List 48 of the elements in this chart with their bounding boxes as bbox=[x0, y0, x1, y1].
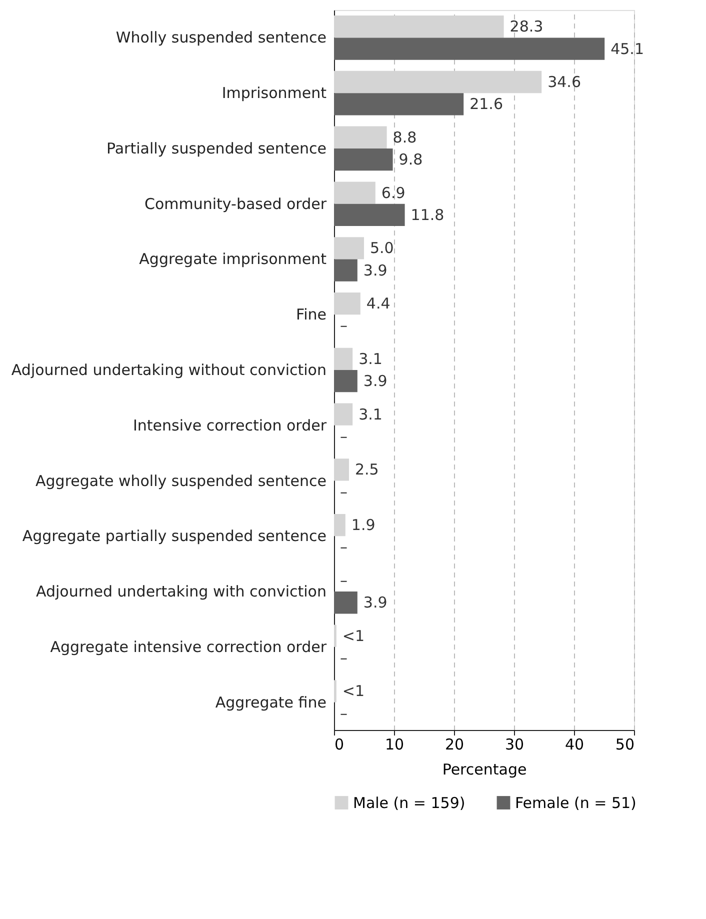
y-tick-label: Adjourned undertaking with conviction bbox=[36, 582, 326, 601]
data-label: 6.9 bbox=[381, 184, 406, 202]
data-label: 3.9 bbox=[363, 372, 388, 390]
y-tick-label: Community-based order bbox=[144, 194, 328, 213]
y-tick-label: Partially suspended sentence bbox=[106, 139, 326, 158]
y-tick-label: Aggregate wholly suspended sentence bbox=[36, 472, 326, 490]
data-label: 3.1 bbox=[358, 405, 382, 424]
y-tick-label: Aggregate partially suspended sentence bbox=[22, 527, 326, 546]
data-label: – bbox=[340, 649, 348, 667]
data-label: 28.3 bbox=[510, 18, 544, 36]
y-tick-label: Aggregate fine bbox=[215, 693, 326, 712]
legend-label: Male (n = 159) bbox=[353, 794, 466, 812]
data-label: <1 bbox=[342, 626, 365, 645]
x-axis-title: Percentage bbox=[442, 760, 527, 778]
data-label: 1.9 bbox=[351, 516, 376, 534]
data-label: – bbox=[340, 704, 348, 722]
data-label: 3.9 bbox=[363, 261, 388, 280]
data-label: 3.9 bbox=[363, 594, 388, 612]
y-tick-label: Adjourned undertaking without conviction bbox=[11, 361, 326, 379]
data-label: 45.1 bbox=[610, 40, 644, 58]
data-label: 11.8 bbox=[410, 206, 444, 224]
x-tick-label: 30 bbox=[504, 736, 524, 754]
data-label: 4.4 bbox=[366, 294, 390, 313]
x-tick-label: 10 bbox=[384, 736, 404, 754]
data-label: – bbox=[340, 427, 348, 446]
x-tick-label: 50 bbox=[615, 736, 634, 754]
y-tick-label: Aggregate intensive correction order bbox=[50, 638, 328, 656]
y-tick-label: Intensive correction order bbox=[132, 416, 328, 434]
y-tick-label: Wholly suspended sentence bbox=[116, 28, 326, 47]
x-tick-label: 40 bbox=[564, 736, 584, 754]
data-label: 34.6 bbox=[548, 73, 582, 91]
x-tick-label: 20 bbox=[444, 736, 464, 754]
y-tick-label: Aggregate imprisonment bbox=[139, 250, 327, 268]
data-label: 9.8 bbox=[398, 150, 423, 169]
data-label: 5.0 bbox=[370, 239, 394, 258]
data-label: – bbox=[340, 316, 348, 335]
data-label: <1 bbox=[342, 682, 365, 700]
data-label: 21.6 bbox=[470, 95, 504, 114]
data-label: – bbox=[340, 538, 348, 556]
data-label: 8.8 bbox=[392, 128, 417, 146]
data-label: 2.5 bbox=[355, 460, 379, 479]
y-tick-label: Imprisonment bbox=[222, 84, 327, 102]
x-tick-label: 0 bbox=[334, 736, 344, 754]
data-label: – bbox=[340, 482, 348, 501]
data-label: 3.1 bbox=[358, 350, 382, 368]
legend-label: Female (n = 51) bbox=[515, 794, 636, 812]
data-label: – bbox=[340, 571, 348, 590]
y-tick-label: Fine bbox=[296, 306, 326, 324]
